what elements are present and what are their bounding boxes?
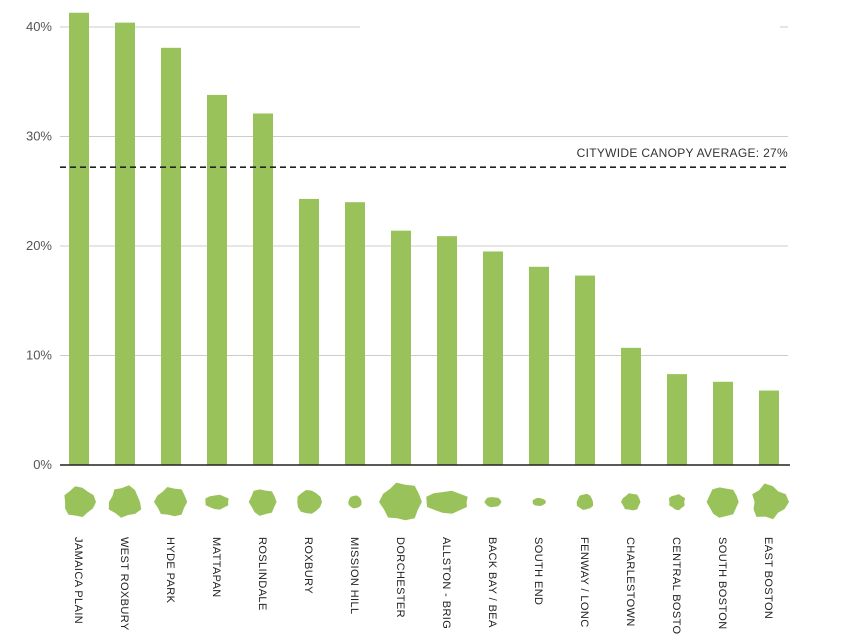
- category-label: ALLSTON - BRIG: [440, 537, 452, 629]
- bar-16: [759, 390, 779, 465]
- bar-12: [575, 275, 595, 465]
- y-tick-label: 30%: [26, 129, 52, 144]
- back-bay-map-icon: [484, 497, 502, 508]
- bar-11: [529, 266, 549, 465]
- bar-2: [115, 22, 135, 466]
- mission-hill-map-icon: [348, 495, 362, 509]
- jamaica-plain-map-icon: [64, 486, 96, 517]
- category-label: DORCHESTER: [394, 537, 406, 618]
- bar-5: [253, 113, 273, 465]
- hyde-park-map-icon: [154, 487, 188, 517]
- east-boston-map-icon: [752, 483, 789, 520]
- fenway-map-icon: [576, 493, 594, 510]
- category-label: JAMAICA PLAIN: [72, 537, 84, 624]
- category-label: FENWAY / LONC: [578, 537, 590, 628]
- neighborhood-map-icons: [64, 482, 789, 521]
- bar-1: [69, 12, 89, 465]
- category-label: CHARLESTOWN: [624, 537, 636, 627]
- roslindale-map-icon: [248, 489, 277, 516]
- reference-line-group: CITYWIDE CANOPY AVERAGE: 27%: [60, 146, 790, 168]
- bar-10: [483, 251, 503, 465]
- south-boston-map-icon: [706, 487, 739, 518]
- bar-14: [667, 374, 687, 465]
- south-end-map-icon: [532, 497, 546, 506]
- bar-8: [391, 230, 411, 465]
- category-label: SOUTH BOSTON: [716, 537, 728, 630]
- y-tick-label: 10%: [26, 348, 52, 363]
- category-label: MISSION HILL: [348, 537, 360, 615]
- category-label: ROXBURY: [302, 537, 314, 594]
- bar-15: [713, 381, 733, 465]
- gridlines: [60, 26, 788, 356]
- mattapan-map-icon: [205, 494, 229, 510]
- central-boston-map-icon: [668, 494, 686, 511]
- category-label: EAST BOSTON: [762, 537, 774, 619]
- category-label: BACK BAY / BEA: [486, 537, 498, 628]
- y-tick-label: 0%: [33, 457, 52, 472]
- west-roxbury-map-icon: [108, 485, 142, 518]
- dorchester-map-icon: [379, 482, 422, 521]
- category-labels: JAMAICA PLAIN WEST ROXBURY HYDE PARK MATTAP…: [72, 537, 774, 635]
- category-label: HYDE PARK: [164, 537, 176, 604]
- category-label: ROSLINDALE: [256, 537, 268, 611]
- y-tick-label: 20%: [26, 238, 52, 253]
- bar-3: [161, 47, 181, 466]
- category-label: WEST ROXBURY: [118, 537, 130, 631]
- reference-line-label: CITYWIDE CANOPY AVERAGE: 27%: [577, 146, 788, 160]
- category-label: MATTAPAN: [210, 537, 222, 598]
- y-axis-ticks: 0% 10% 20% 30% 40%: [26, 19, 52, 472]
- bar-13: [621, 347, 641, 465]
- bar-7: [345, 202, 365, 465]
- allston-brighton-map-icon: [426, 490, 468, 514]
- category-label: CENTRAL BOSTO: [670, 537, 682, 635]
- bar-4: [207, 94, 227, 465]
- bar-6: [299, 198, 319, 466]
- y-tick-label: 40%: [26, 19, 52, 34]
- category-label: SOUTH END: [532, 537, 544, 605]
- roxbury-map-icon: [297, 490, 322, 514]
- charlestown-map-icon: [621, 493, 641, 511]
- bar-9: [437, 236, 457, 465]
- bars: [69, 12, 779, 466]
